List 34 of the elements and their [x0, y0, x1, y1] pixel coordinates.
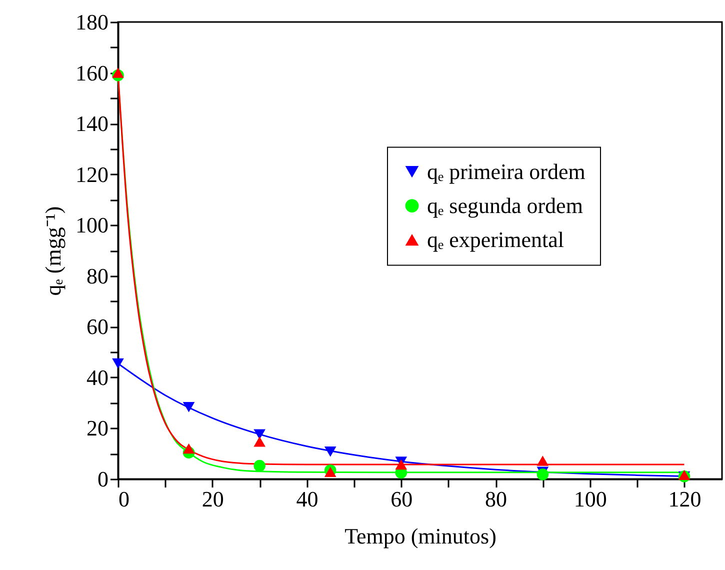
y-tick-label: 0 [98, 466, 108, 492]
x-tick-label: 100 [574, 486, 607, 512]
y-tick-label: 80 [86, 263, 108, 288]
point [182, 402, 195, 412]
y-tick-label: 60 [86, 314, 108, 340]
point [324, 446, 336, 457]
point [324, 466, 336, 478]
legend-label: qₑ primeira ordem [427, 158, 586, 184]
point [112, 358, 124, 369]
point [395, 459, 408, 470]
y-tick-label: 40 [86, 364, 108, 390]
x-tick-label: 60 [390, 486, 413, 512]
point [254, 429, 266, 440]
y-tick-label: 100 [76, 212, 108, 238]
x-tick-label: 80 [485, 486, 507, 512]
y-tick-label: 180 [76, 10, 108, 34]
point [182, 443, 195, 454]
y-tick-label: 140 [76, 111, 108, 136]
y-tick-label: 160 [76, 60, 108, 86]
point [112, 68, 124, 78]
y-tick-label: 20 [86, 416, 108, 441]
legend-label: qₑ experimental [427, 226, 564, 252]
x-axis-title: Tempo (minutos) [344, 524, 496, 548]
x-tick-label: 0 [118, 486, 130, 512]
x-tick-label: 40 [296, 486, 318, 512]
point [536, 468, 549, 480]
point [254, 436, 266, 447]
y-axis-title: qₑ (mgg⁻¹) [40, 206, 66, 296]
point [536, 456, 549, 466]
x-tick-label: 120 [668, 486, 702, 512]
legend-label: qₑ segunda ordem [427, 192, 583, 218]
y-tick-label: 120 [76, 162, 108, 187]
x-tick-label: 20 [202, 486, 224, 512]
point [254, 460, 266, 472]
